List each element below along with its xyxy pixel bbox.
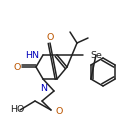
Text: O: O — [46, 34, 54, 43]
Text: O: O — [13, 62, 21, 72]
Text: O: O — [55, 107, 62, 115]
Text: Se: Se — [90, 51, 102, 60]
Text: HN: HN — [25, 51, 39, 60]
Text: HO: HO — [10, 106, 24, 115]
Text: N: N — [41, 84, 47, 93]
